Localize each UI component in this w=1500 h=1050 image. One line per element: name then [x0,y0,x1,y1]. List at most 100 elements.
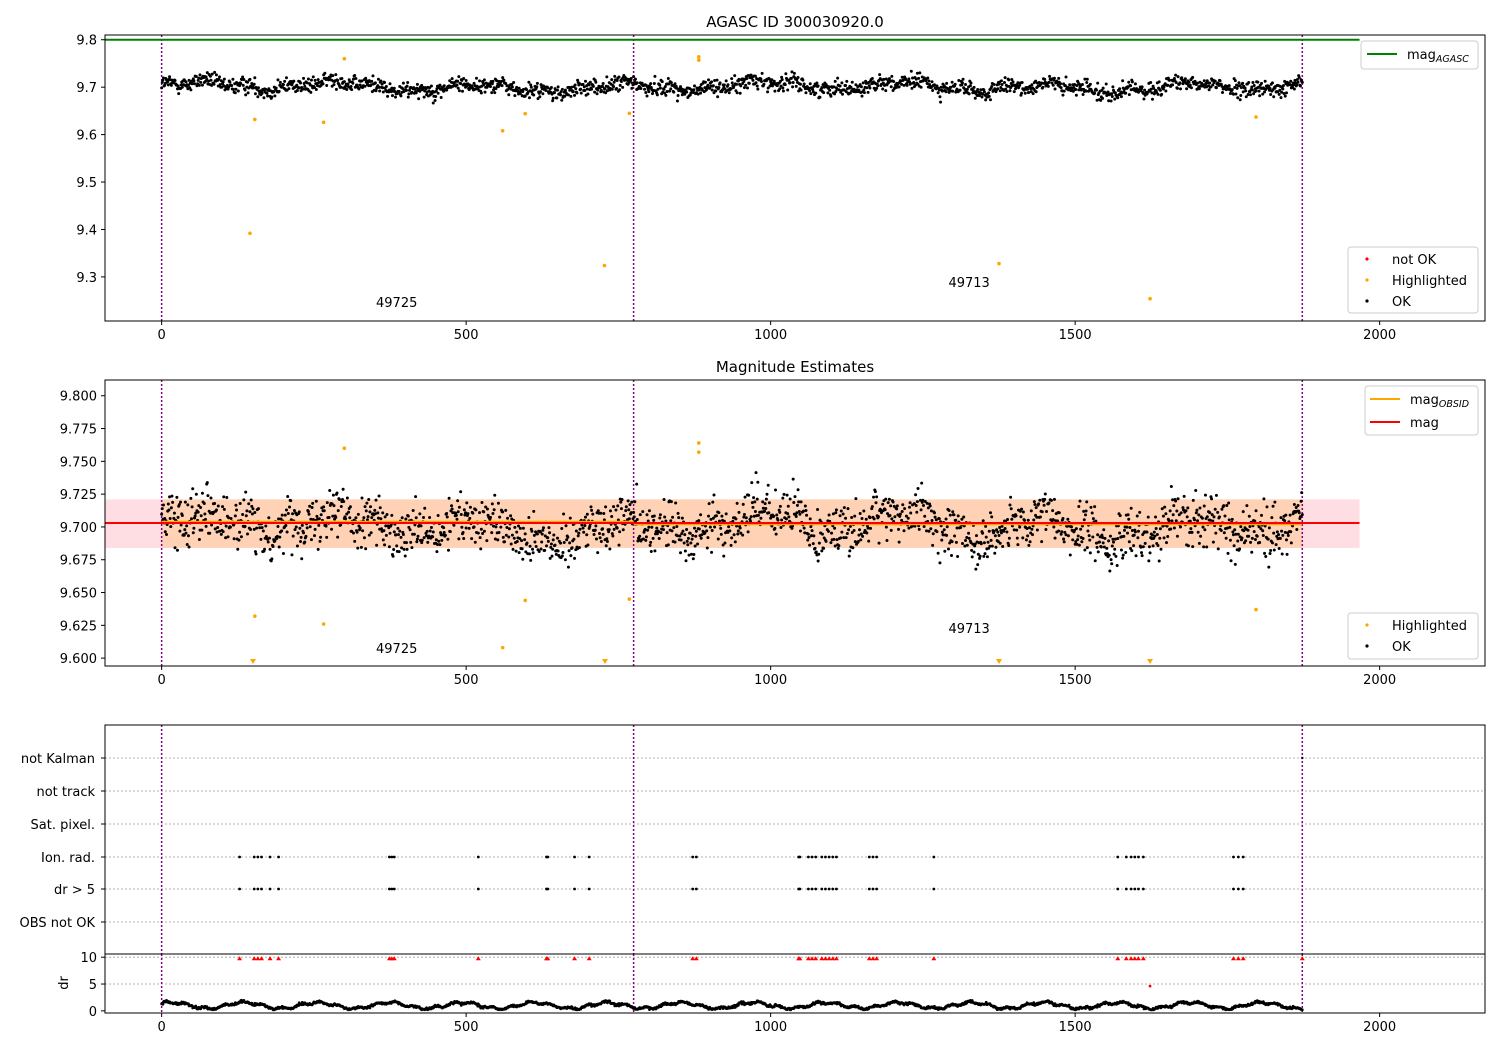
ok-point [1238,84,1242,88]
ok-point [1153,534,1157,538]
ok-point [1064,75,1068,79]
ok-point [303,540,307,544]
ok-point [331,514,335,518]
ok-point [1237,81,1241,85]
ok-point [568,541,572,545]
ok-point [271,545,275,548]
ok-point [799,500,803,504]
ok-point [191,487,195,491]
ok-point [295,83,299,87]
ok-point [160,512,164,516]
ok-point [336,535,340,539]
flag-point [827,855,831,859]
ok-point [1199,534,1203,538]
ok-point [504,533,508,537]
ok-point [848,549,852,553]
ok-point [285,530,289,534]
ok-point [793,495,797,499]
highlighted-point [1148,296,1152,301]
ok-point [850,515,854,519]
ok-point [493,493,497,497]
ok-point [375,543,379,547]
ok-point [682,541,686,545]
ok-point [834,89,838,93]
ok-point [1280,552,1284,556]
flag-point [867,887,871,891]
ok-point [1295,527,1299,531]
ok-point [206,494,210,498]
ok-point [753,500,757,504]
ok-point [1249,540,1253,544]
ok-point [252,86,256,90]
ok-point [364,76,368,80]
ok-point [730,77,734,81]
ok-point [1081,537,1085,541]
ok-point [659,531,663,535]
ok-point [242,498,246,502]
ok-point [1232,544,1236,548]
ok-point [1043,497,1047,501]
ok-point [386,94,390,98]
ok-point [694,534,698,538]
ok-point [520,547,524,551]
ok-point [976,563,980,567]
ok-point [1249,93,1253,97]
ok-point [1062,540,1066,544]
ok-point [751,505,755,509]
ok-point [335,491,339,495]
ok-point [1057,529,1061,533]
ok-point [981,92,985,96]
obsid-label: 49725 [376,296,417,311]
ok-point [544,89,548,92]
mag-agasc-legend: magAGASC [1360,40,1479,70]
ok-point [633,77,637,81]
ok-point [264,534,268,538]
ok-point [644,91,648,95]
ok-point [1159,547,1163,551]
ok-point [514,549,518,553]
ok-point [1027,526,1031,530]
ok-point [1238,98,1242,102]
ok-point [1293,78,1297,82]
flag-point [256,887,260,891]
ok-point [412,532,416,536]
ok-point [1184,509,1188,513]
ok-point [594,537,598,541]
ok-point [218,83,222,87]
ok-point [581,82,585,86]
ok-point [431,530,435,534]
ok-point [228,80,232,84]
ok-point [189,496,193,500]
ok-point [947,508,951,512]
ok-point [457,89,461,93]
ok-point [815,81,819,85]
ok-point [766,483,770,487]
ok-point [1085,500,1089,504]
ok-point [1216,547,1220,551]
ok-point [427,534,431,538]
ok-point [1270,541,1274,545]
ok-point [925,82,929,86]
ok-point [594,524,598,528]
ok-point [235,508,239,512]
ok-point [495,79,499,83]
ok-point [786,88,790,92]
ok-point [1169,527,1173,531]
ok-point [268,547,272,551]
ok-point [491,511,495,515]
ok-point [233,514,237,518]
ok-point [1160,507,1164,511]
ok-point [1151,544,1155,548]
ok-point [713,525,717,529]
ok-point [985,555,989,559]
flag-point [476,887,480,891]
ok-point [1294,505,1298,509]
ok-point [161,76,165,80]
ok-point [1006,541,1010,545]
flag-point [1236,855,1240,859]
ok-point [776,518,780,522]
ok-point [543,548,547,552]
ok-point [1109,99,1113,103]
ok-point [882,77,886,81]
ok-point [727,525,731,529]
